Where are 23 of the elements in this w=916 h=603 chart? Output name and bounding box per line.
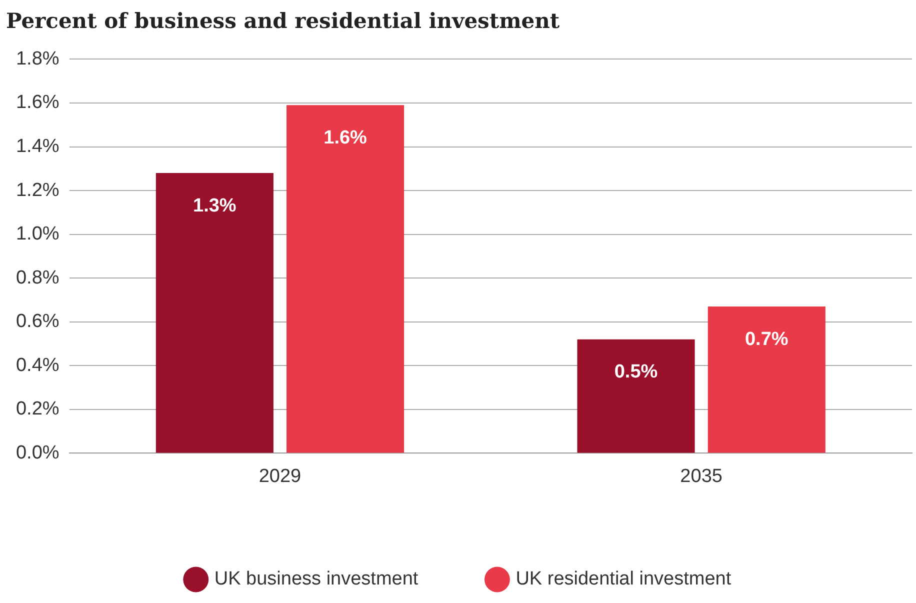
data-label: 1.6% [324,127,368,148]
y-tick-label: 0.2% [16,398,60,420]
bar [286,105,404,453]
data-label: 0.7% [744,328,788,350]
y-tick-label: 0.0% [16,442,60,464]
y-tick-label: 1.0% [16,224,60,245]
y-tick-label: 0.6% [16,311,60,332]
legend-label: UK residential investment [516,568,732,590]
y-tick-label: 1.6% [16,92,60,114]
data-label: 0.5% [614,362,658,383]
y-tick-label: 0.4% [16,354,60,376]
x-tick-label: 2035 [680,466,722,487]
bar [577,339,695,453]
y-tick-label: 1.2% [16,180,60,201]
bar [708,306,826,453]
x-tick-label: 2029 [258,466,302,487]
bar [156,173,274,453]
data-label: 1.3% [193,195,236,216]
y-tick-label: 1.8% [16,48,60,70]
y-tick-label: 0.8% [16,267,60,288]
chart-title: Percent of business and residential investment [6,8,560,34]
y-tick-label: 1.4% [16,136,60,157]
legend-label: UK business investment [214,568,419,590]
